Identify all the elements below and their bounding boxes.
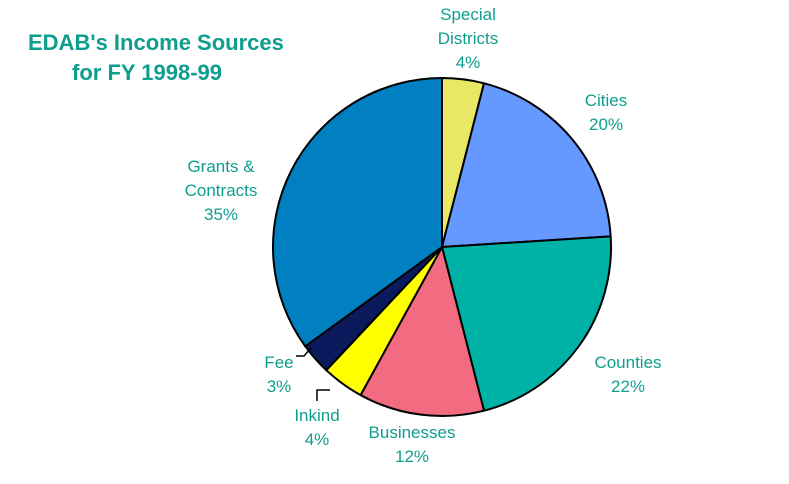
slice-label-fee: Fee 3% bbox=[264, 353, 293, 396]
slice-label-inkind: Inkind 4% bbox=[294, 406, 339, 449]
slice-label-counties: Counties 22% bbox=[594, 353, 661, 396]
pie-slice-counties bbox=[441, 235, 613, 412]
pie-slice-businesses bbox=[359, 246, 486, 417]
slice-label-businesses: Businesses 12% bbox=[369, 423, 456, 466]
slice-label-special-districts: Special Districts 4% bbox=[438, 5, 498, 72]
leader-lines bbox=[296, 347, 330, 401]
pie-slices bbox=[272, 77, 613, 417]
inkind-leader bbox=[316, 389, 330, 401]
pie-slice-cities bbox=[441, 82, 612, 248]
slice-label-cities: Cities 20% bbox=[585, 91, 628, 134]
pie-slice-grants-contracts bbox=[272, 77, 443, 348]
fee-leader bbox=[296, 347, 312, 357]
slice-label-grants-contracts: Grants & Contracts 35% bbox=[185, 157, 258, 224]
chart-title-line-2: for FY 1998-99 bbox=[72, 60, 223, 85]
chart-title-line-1: EDAB's Income Sources bbox=[28, 30, 284, 55]
slice-labels: Special Districts 4% Cities 20% Counties 22% Bu… bbox=[185, 5, 662, 466]
